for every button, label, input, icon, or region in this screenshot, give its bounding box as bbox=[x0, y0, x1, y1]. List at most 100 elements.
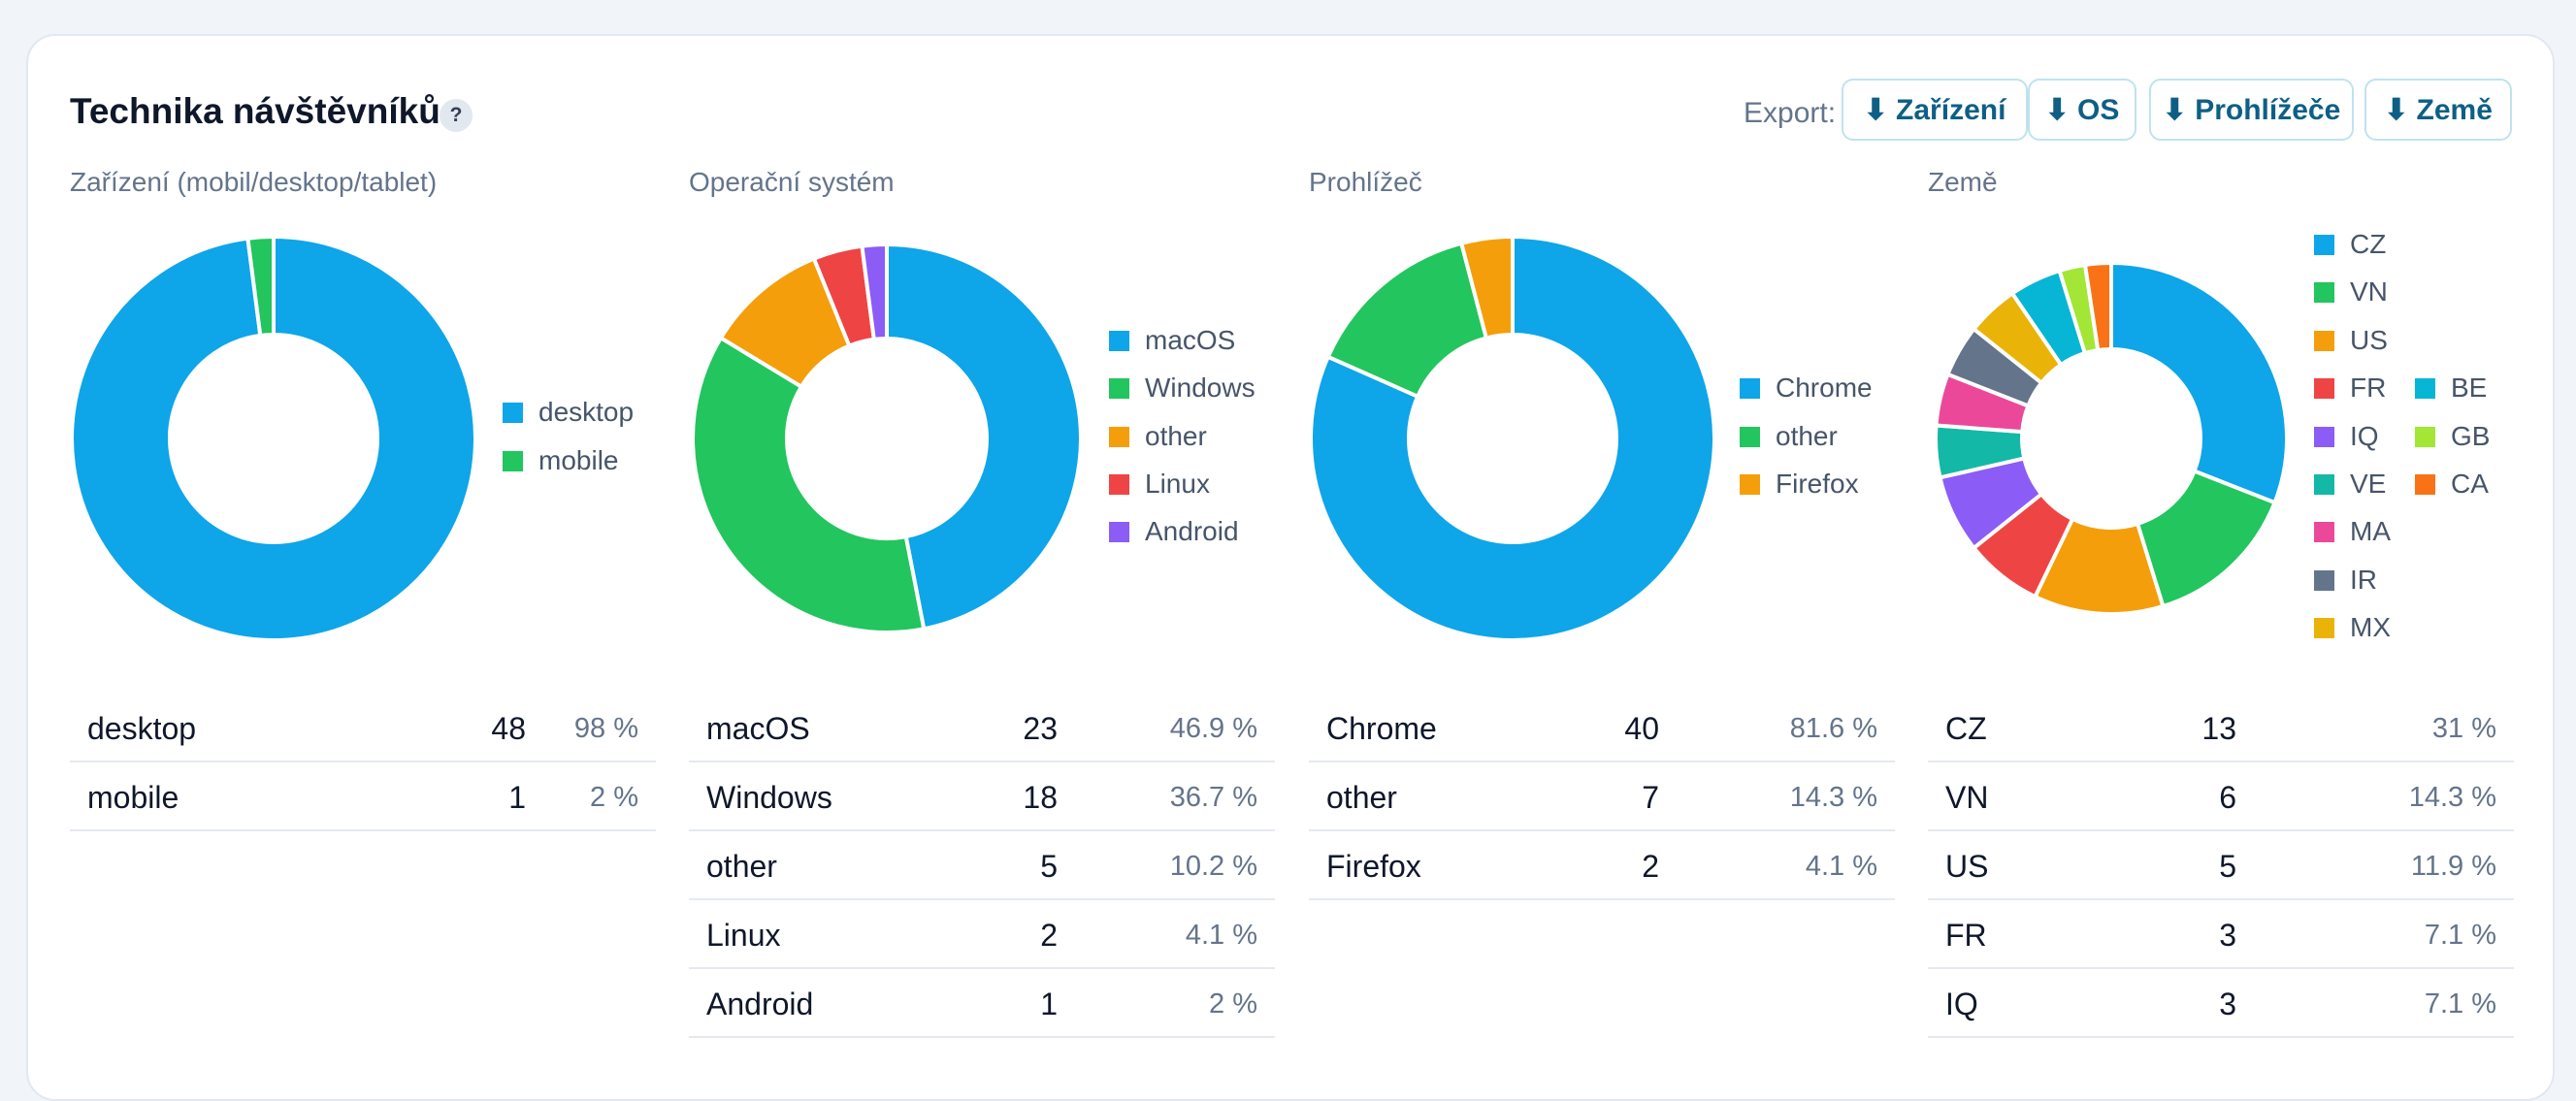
donut-slice-ca[interactable] bbox=[2082, 260, 2113, 353]
legend-label: IQ bbox=[2350, 421, 2379, 451]
legend-label: desktop bbox=[538, 397, 635, 427]
data-table: Chrome 40 81.6 % other 7 14.3 % Firefox 2 4.1 % bbox=[1309, 694, 1895, 900]
legend-label: GB bbox=[2451, 421, 2491, 451]
legend-item[interactable]: MX bbox=[2314, 612, 2391, 643]
legend-swatch bbox=[1109, 426, 1129, 447]
donut-slice-desktop[interactable] bbox=[70, 234, 477, 642]
row-percent: 14.3 % bbox=[1789, 782, 1877, 813]
row-percent: 98 % bbox=[573, 713, 638, 744]
legend-label: other bbox=[1145, 421, 1207, 451]
legend-item[interactable]: GB bbox=[2415, 421, 2490, 452]
row-count: 3 bbox=[2219, 987, 2236, 1021]
export-browsers-button[interactable]: ⬇ Prohlížeče bbox=[2149, 79, 2354, 141]
legend-swatch bbox=[2314, 426, 2334, 447]
legend-item[interactable]: Windows bbox=[1109, 372, 1255, 404]
donut-slice-mobile[interactable] bbox=[245, 234, 276, 339]
legend-item[interactable]: Chrome bbox=[1740, 372, 1873, 404]
row-count: 48 bbox=[491, 711, 526, 746]
help-icon[interactable]: ? bbox=[440, 99, 473, 132]
table-row: US 5 11.9 % bbox=[1928, 831, 2514, 900]
legend-item[interactable]: other bbox=[1109, 421, 1207, 452]
export-label: Export: bbox=[1744, 97, 1837, 129]
legend-swatch bbox=[2415, 473, 2435, 495]
donut-slice-macos[interactable] bbox=[885, 242, 1083, 631]
legend-item[interactable]: VN bbox=[2314, 276, 2388, 308]
chart-title: Prohlížeč bbox=[1309, 167, 1422, 197]
export-os-button[interactable]: ⬇ OS bbox=[2028, 79, 2136, 141]
table-row: other 7 14.3 % bbox=[1309, 762, 1895, 831]
legend-swatch bbox=[2415, 377, 2435, 399]
legend-item[interactable]: US bbox=[2314, 325, 2388, 356]
export-countries-button[interactable]: ⬇ Země bbox=[2364, 79, 2512, 141]
legend-label: VE bbox=[2350, 469, 2387, 499]
legend-label: Linux bbox=[1145, 469, 1210, 499]
row-percent: 4.1 % bbox=[1185, 920, 1257, 951]
row-label: Linux bbox=[706, 918, 781, 953]
row-percent: 46.9 % bbox=[1169, 713, 1257, 744]
row-label: other bbox=[1326, 780, 1397, 815]
table-row: mobile 1 2 % bbox=[70, 762, 656, 831]
legend-item[interactable]: VE bbox=[2314, 469, 2386, 500]
table-row: CZ 13 31 % bbox=[1928, 694, 2514, 762]
row-percent: 14.3 % bbox=[2408, 782, 2496, 813]
page-title: Technika návštěvníků bbox=[70, 91, 440, 131]
legend-swatch bbox=[2314, 521, 2334, 542]
legend-label: Chrome bbox=[1776, 372, 1873, 403]
table-row: other 5 10.2 % bbox=[689, 831, 1275, 900]
legend-label: mobile bbox=[538, 445, 619, 475]
row-count: 18 bbox=[1023, 780, 1058, 815]
donut-chart bbox=[70, 234, 477, 642]
legend-label: FR bbox=[2350, 372, 2387, 403]
legend-label: macOS bbox=[1145, 325, 1236, 355]
table-row: macOS 23 46.9 % bbox=[689, 694, 1275, 762]
export-devices-button[interactable]: ⬇ Zařízení bbox=[1842, 79, 2028, 141]
donut-chart bbox=[1309, 234, 1716, 642]
legend-item[interactable]: Firefox bbox=[1740, 469, 1859, 500]
legend-swatch bbox=[2314, 377, 2334, 399]
row-percent: 36.7 % bbox=[1169, 782, 1257, 813]
legend-item[interactable]: macOS bbox=[1109, 325, 1235, 356]
legend-item[interactable]: BE bbox=[2415, 372, 2487, 404]
table-row: Windows 18 36.7 % bbox=[689, 762, 1275, 831]
legend-item[interactable]: CZ bbox=[2314, 229, 2386, 260]
legend-item[interactable]: IQ bbox=[2314, 421, 2379, 452]
chart-title: Země bbox=[1928, 167, 1998, 197]
legend-item[interactable]: FR bbox=[2314, 372, 2386, 404]
legend-item[interactable]: other bbox=[1740, 421, 1838, 452]
row-label: other bbox=[706, 849, 777, 884]
legend-item[interactable]: IR bbox=[2314, 565, 2377, 596]
legend-label: MA bbox=[2350, 516, 2391, 546]
data-table: desktop 48 98 % mobile 1 2 % bbox=[70, 694, 656, 831]
legend-swatch bbox=[2314, 330, 2334, 351]
donut-slice-chrome[interactable] bbox=[1309, 234, 1716, 642]
donut-slice-cz[interactable] bbox=[2109, 260, 2289, 505]
legend-swatch bbox=[2314, 281, 2334, 303]
legend-label: BE bbox=[2451, 372, 2488, 403]
row-count: 6 bbox=[2219, 780, 2236, 815]
row-count: 40 bbox=[1624, 711, 1659, 746]
row-label: desktop bbox=[87, 711, 197, 746]
donut-slice-windows[interactable] bbox=[691, 335, 927, 634]
row-percent: 2 % bbox=[1209, 988, 1257, 1020]
legend-swatch bbox=[503, 450, 523, 471]
data-table: macOS 23 46.9 % Windows 18 36.7 % other 5 10.2 %… bbox=[689, 694, 1275, 1038]
row-count: 23 bbox=[1023, 711, 1058, 746]
legend-item[interactable]: desktop bbox=[503, 397, 634, 428]
donut-slice-firefox[interactable] bbox=[1458, 234, 1515, 340]
row-label: IQ bbox=[1945, 987, 1978, 1021]
row-label: Chrome bbox=[1326, 711, 1437, 746]
donut-slice-android[interactable] bbox=[860, 242, 889, 342]
table-row: desktop 48 98 % bbox=[70, 694, 656, 762]
legend-item[interactable]: CA bbox=[2415, 469, 2489, 500]
legend-swatch bbox=[2314, 569, 2334, 591]
legend-label: MX bbox=[2350, 612, 2391, 642]
legend-label: Windows bbox=[1145, 372, 1255, 403]
legend-item[interactable]: MA bbox=[2314, 516, 2391, 547]
legend-item[interactable]: Android bbox=[1109, 516, 1239, 547]
legend-item[interactable]: mobile bbox=[503, 445, 618, 476]
row-percent: 31 % bbox=[2431, 713, 2496, 744]
row-percent: 2 % bbox=[590, 782, 638, 813]
legend-label: VN bbox=[2350, 276, 2388, 307]
legend-item[interactable]: Linux bbox=[1109, 469, 1210, 500]
data-table: CZ 13 31 % VN 6 14.3 % US 5 11.9 % FR 3 7.1 % IQ 3 7.1… bbox=[1928, 694, 2514, 1038]
